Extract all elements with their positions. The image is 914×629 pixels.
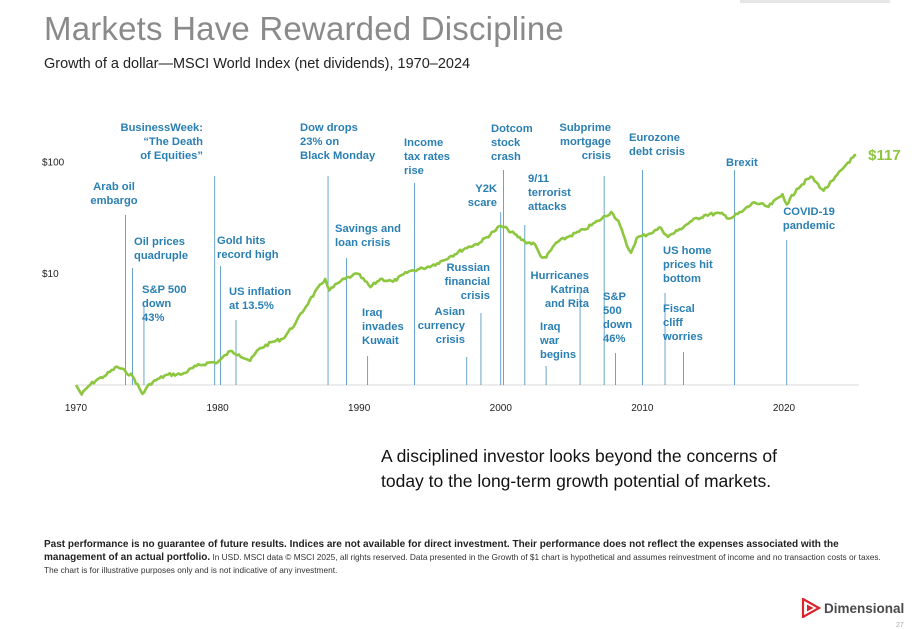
annotation-label: Eurozone debt crisis: [629, 132, 685, 158]
annotation-label: Subprime mortgage crisis: [559, 122, 611, 162]
dimensional-logo-icon: [801, 598, 821, 618]
annotation-label: Income tax rates rise: [404, 137, 450, 177]
annotation-label: Arab oil embargo: [90, 181, 137, 207]
annotation-label: Gold hits record high: [217, 235, 279, 261]
annotation-label: Dow drops 23% on Black Monday: [300, 122, 376, 162]
x-tick-label: 1980: [206, 403, 229, 414]
x-tick-label: 2000: [490, 403, 513, 414]
page-subtitle: Growth of a dollar—MSCI World Index (net…: [44, 56, 471, 72]
annotation-label: 9/11 terrorist attacks: [528, 173, 571, 213]
annotation-label: COVID-19 pandemic: [783, 206, 835, 232]
tagline: A disciplined investor looks beyond the …: [381, 446, 777, 491]
annotation-label: Fiscal cliff worries: [662, 303, 703, 343]
annotation-label: US inflation at 13.5%: [229, 286, 291, 312]
annotation-label: Iraq war begins: [539, 321, 576, 361]
annotation-label: S&P 500 down 46%: [603, 291, 632, 345]
x-tick-label: 1970: [65, 403, 88, 414]
page-number: 27: [896, 622, 904, 629]
annotation-label: Iraq invades Kuwait: [362, 307, 404, 347]
end-value-label: $117: [868, 147, 901, 164]
annotation-label: Russian financial crisis: [445, 262, 491, 302]
annotation-label: Oil prices quadruple: [134, 236, 188, 262]
annotation-label: Brexit: [726, 157, 758, 169]
y-tick-label: $10: [42, 269, 59, 280]
disclaimer-rest: In USD. MSCI data © MSCI 2025, all right…: [44, 552, 881, 575]
annotation-label: S&P 500 down 43%: [142, 284, 187, 324]
annotation-label: Savings and loan crisis: [335, 223, 401, 249]
growth-line-series: [74, 153, 857, 396]
y-tick-label: $100: [42, 158, 65, 169]
dimensional-logo: Dimensional: [801, 598, 904, 618]
annotation-label: Asian currency crisis: [418, 306, 466, 346]
x-tick-label: 2020: [773, 403, 796, 414]
annotation-label: Dotcom stock crash: [491, 123, 533, 163]
annotation-label: US home prices hit bottom: [663, 245, 713, 285]
page-title: Markets Have Rewarded Discipline: [44, 10, 564, 47]
annotation-label: Y2K scare: [468, 183, 497, 209]
annotation-label: Hurricanes Katrina and Rita: [531, 270, 590, 310]
disclaimer: Past performance is no guarantee of futu…: [44, 538, 884, 576]
disclaimer-bold: Past performance is no guarantee of futu…: [44, 539, 839, 563]
growth-of-dollar-chart: $10 $100 1970 1980 1990 2000 2010 2020 Arab oil e…: [42, 122, 901, 414]
x-tick-label: 1990: [348, 403, 371, 414]
annotation-label: BusinessWeek: “The Death of Equities”: [121, 122, 204, 162]
logo-text: Dimensional: [824, 600, 905, 616]
top-accent-bar: [740, 0, 890, 3]
x-tick-label: 2010: [631, 403, 654, 414]
